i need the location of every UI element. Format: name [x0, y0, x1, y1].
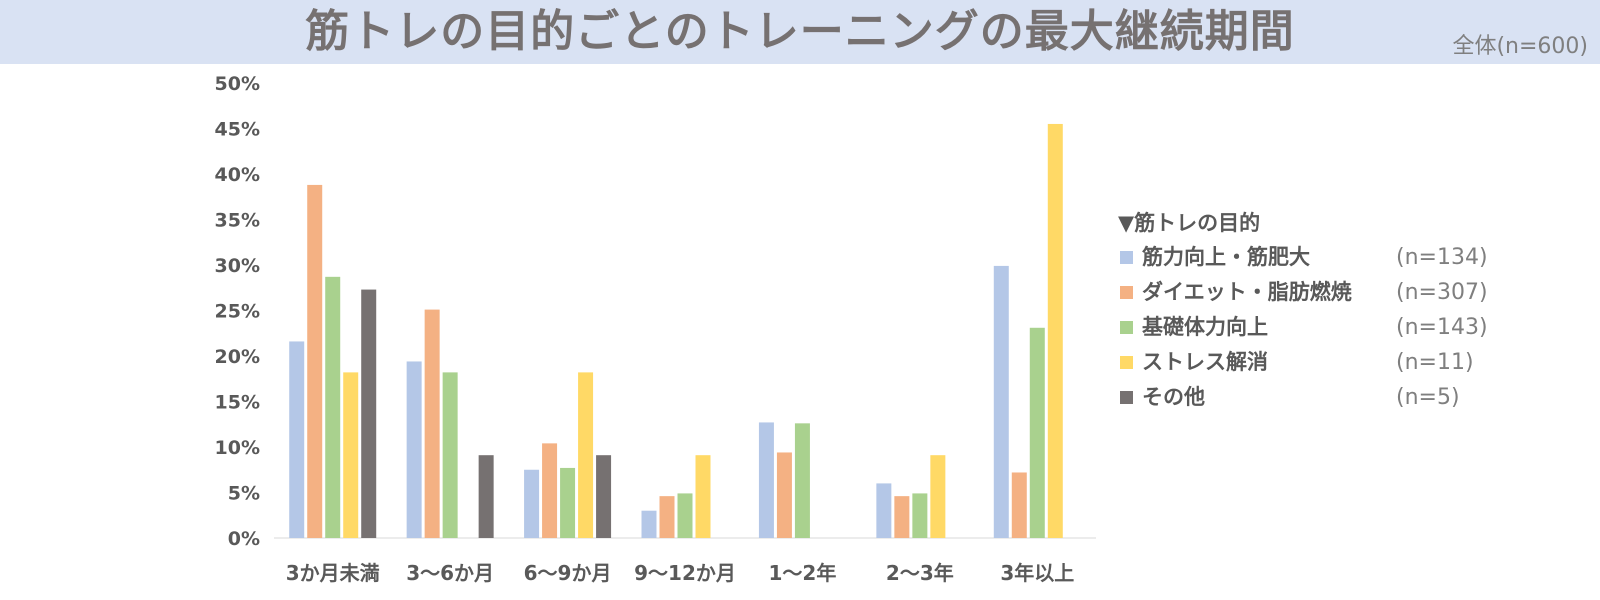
x-tick-label: 9〜12か月	[634, 561, 736, 585]
legend-sample-size: (n=5)	[1396, 385, 1460, 410]
bar	[289, 341, 305, 538]
y-tick-label: 25%	[215, 301, 260, 323]
legend-sample-size: (n=11)	[1396, 350, 1474, 375]
bar	[596, 455, 612, 538]
bar	[424, 309, 440, 538]
legend: ▼筋トレの目的 筋力向上・筋肥大 (n=134) ダイエット・脂肪燃焼 (n=3…	[1118, 206, 1558, 415]
legend-label: その他	[1142, 385, 1205, 409]
x-tick-label: 3か月未満	[286, 561, 380, 585]
bar	[442, 372, 458, 538]
legend-sample-size: (n=134)	[1396, 245, 1488, 270]
bar	[307, 184, 323, 539]
bar	[794, 423, 810, 538]
x-tick-label: 3年以上	[1000, 561, 1074, 585]
bar	[695, 455, 711, 538]
y-tick-label: 0%	[228, 528, 260, 550]
bar	[1047, 123, 1063, 538]
bar	[659, 496, 675, 538]
y-tick-label: 5%	[228, 483, 260, 505]
legend-title: ▼筋トレの目的	[1118, 211, 1261, 235]
x-tick-label: 2〜3年	[886, 561, 954, 585]
bar	[776, 452, 792, 538]
legend-swatch	[1120, 321, 1133, 334]
bar	[758, 422, 774, 538]
y-tick-label: 15%	[215, 392, 260, 414]
bar	[894, 496, 910, 538]
legend-swatch	[1120, 251, 1133, 264]
y-tick-label: 10%	[215, 437, 260, 459]
x-tick-label: 1〜2年	[769, 561, 837, 585]
title-band	[0, 0, 1600, 64]
x-tick-label: 6〜9か月	[524, 561, 612, 585]
legend-item: 基礎体力向上 (n=143)	[1118, 310, 1558, 345]
bar	[930, 455, 946, 538]
y-tick-label: 35%	[215, 210, 260, 232]
sample-size-note: 全体(n=600)	[1452, 34, 1588, 59]
legend-sample-size: (n=307)	[1396, 280, 1488, 305]
bar	[1029, 327, 1045, 538]
y-tick-label: 20%	[215, 346, 260, 368]
bar	[524, 469, 540, 538]
legend-item: その他 (n=5)	[1118, 380, 1558, 415]
bar	[993, 265, 1009, 538]
y-tick-label: 40%	[215, 164, 260, 186]
bar	[1011, 472, 1027, 538]
bar	[560, 467, 576, 538]
bar	[542, 443, 558, 538]
legend-item: ストレス解消 (n=11)	[1118, 345, 1558, 380]
legend-item: ダイエット・脂肪燃焼 (n=307)	[1118, 275, 1558, 310]
y-tick-label: 45%	[215, 119, 260, 141]
legend-label: ダイエット・脂肪燃焼	[1142, 280, 1352, 304]
legend-swatch	[1120, 391, 1133, 404]
legend-swatch	[1120, 286, 1133, 299]
y-tick-label: 50%	[215, 73, 260, 95]
legend-label: 筋力向上・筋肥大	[1142, 245, 1310, 269]
bar	[641, 510, 657, 538]
chart-title: 筋トレの目的ごとのトレーニングの最大継続期間	[305, 6, 1295, 57]
y-tick-label: 30%	[215, 255, 260, 277]
legend-item: 筋力向上・筋肥大 (n=134)	[1118, 240, 1558, 275]
x-tick-label: 3〜6か月	[406, 561, 494, 585]
legend-swatch	[1120, 356, 1133, 369]
bar	[343, 372, 359, 538]
legend-label: 基礎体力向上	[1142, 315, 1268, 339]
bar	[361, 289, 377, 538]
legend-label: ストレス解消	[1142, 350, 1268, 374]
bar	[406, 361, 422, 538]
bar	[325, 276, 341, 538]
bar	[912, 493, 928, 538]
bar	[677, 493, 693, 538]
bar	[478, 455, 494, 538]
bar	[876, 483, 892, 538]
bar	[578, 372, 594, 538]
legend-sample-size: (n=143)	[1396, 315, 1488, 340]
